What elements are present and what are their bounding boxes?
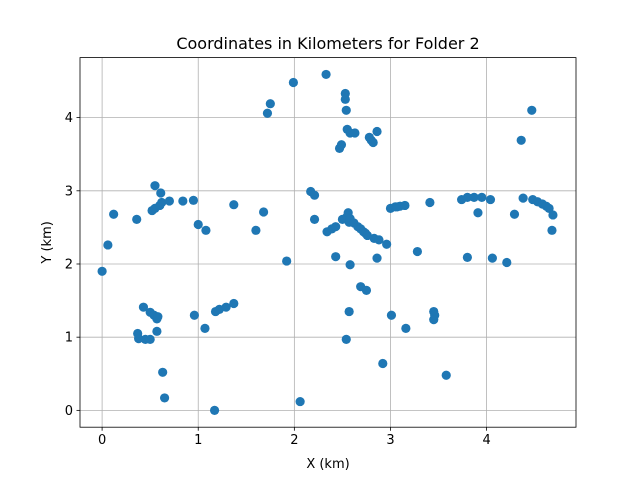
scatter-point (400, 200, 410, 211)
scatter-point (158, 367, 168, 377)
scatter-point (412, 246, 422, 257)
x-tick-label: 3 (386, 433, 394, 448)
axis-ticks: 0 1 2 3 4 0 1 2 3 4 (65, 111, 491, 448)
plot-frame (79, 57, 577, 428)
scatter-point (200, 323, 210, 333)
scatter-point (485, 194, 496, 205)
scatter-point (547, 225, 557, 235)
scatter-point (350, 128, 360, 138)
scatter-point (134, 334, 144, 344)
scatter-point (382, 239, 392, 249)
scatter-point (509, 209, 520, 219)
scatter-point (361, 285, 372, 295)
scatter-point (462, 252, 472, 263)
y-tick-label: 4 (65, 111, 73, 126)
scatter-point (441, 370, 451, 380)
scatter-point (145, 334, 155, 344)
scatter-point (109, 209, 119, 219)
scatter-point (341, 334, 351, 344)
scatter-point (152, 326, 162, 336)
y-axis-label: Y (km) (40, 221, 55, 264)
scatter-point (386, 310, 397, 320)
scatter-point (331, 252, 341, 262)
scatter-point (340, 94, 350, 104)
scatter-point (374, 235, 384, 245)
scatter-point (477, 192, 487, 202)
x-axis-label: X (km) (306, 457, 349, 472)
scatter-point (178, 196, 188, 206)
x-tick-label: 0 (98, 433, 106, 448)
scatter-point (138, 302, 149, 312)
scatter-point (309, 214, 320, 224)
scatter-point (189, 310, 199, 320)
y-tick-label: 1 (65, 331, 73, 346)
scatter-point (229, 200, 239, 210)
scatter-point (430, 310, 440, 320)
y-tick-label: 0 (65, 404, 73, 419)
grid-lines (80, 57, 576, 428)
scatter-point (150, 181, 160, 191)
scatter-point (425, 197, 435, 208)
scatter-point (132, 214, 142, 224)
scatter-point (103, 240, 113, 250)
scatter-point (518, 193, 528, 203)
scatter-point (282, 256, 292, 266)
scatter-point (221, 302, 231, 312)
scatter-point (229, 298, 239, 309)
scatter-point (188, 195, 199, 205)
chart-title: Coordinates in Kilometers for Folder 2 (176, 34, 479, 53)
scatter-point (288, 77, 298, 88)
scatter-point (469, 192, 479, 202)
scatter-point (341, 105, 351, 115)
scatter-point (193, 219, 203, 230)
scatter-point (331, 222, 341, 232)
scatter-point (344, 306, 354, 317)
scatter-point (157, 197, 167, 208)
scatter-point (262, 108, 273, 118)
scatter-point (336, 140, 347, 150)
scatter-point (156, 188, 166, 198)
scatter-point (153, 312, 163, 322)
scatter-point (251, 225, 261, 235)
x-tick-label: 4 (482, 433, 490, 448)
scatter-point (295, 396, 305, 407)
scatter-point (473, 208, 483, 218)
x-tick-label: 2 (290, 433, 298, 448)
scatter-point (97, 266, 107, 276)
scatter-point (345, 260, 355, 270)
scatter-point (372, 126, 382, 137)
scatter-point (516, 135, 526, 145)
scatter-point (487, 253, 497, 263)
scatter-point (378, 358, 388, 369)
scatter-point (502, 257, 512, 268)
scatter-point (527, 105, 537, 115)
scatter-point (401, 323, 411, 333)
scatter-point (265, 99, 275, 109)
scatter-point (368, 137, 378, 148)
scatter-point (462, 192, 472, 202)
x-tick-label: 1 (194, 433, 202, 448)
scatter-point (548, 210, 558, 220)
scatter-point (209, 405, 220, 415)
scatter-point (372, 253, 382, 263)
y-tick-label: 2 (65, 257, 73, 272)
data-points (97, 69, 558, 415)
scatter-point (201, 225, 211, 235)
scatter-point (164, 196, 174, 206)
scatter-point (159, 393, 170, 403)
scatter-point (309, 190, 320, 200)
scatter-point (258, 207, 269, 217)
scatter-point (321, 69, 331, 80)
y-tick-label: 3 (65, 184, 73, 199)
